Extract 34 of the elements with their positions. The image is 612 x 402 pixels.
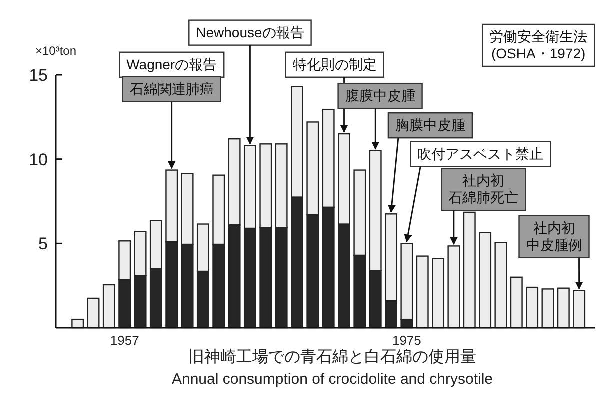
- bar: [479, 232, 492, 329]
- y-tick-label: 5: [38, 234, 48, 254]
- bar: [542, 288, 554, 329]
- annotation: 石綿関連肺癌: [130, 80, 214, 97]
- annotation: 胸膜中皮腫: [395, 117, 466, 134]
- annotation: 特化則の制定: [292, 56, 377, 72]
- annotation: 労働安全衛生法(OSHA・1972): [482, 24, 596, 68]
- annotation: 社内初中皮腫例: [518, 215, 590, 290]
- x-tick-label: 1975: [392, 333, 422, 348]
- bar: [463, 212, 476, 329]
- bar: [494, 242, 508, 329]
- y-tick-label: 10: [29, 150, 48, 170]
- bar: [526, 286, 539, 329]
- annotation: Newhouseの報告: [196, 24, 304, 40]
- bar: [573, 290, 586, 329]
- y-axis-title: ×10³ton: [35, 44, 77, 58]
- bar: [87, 298, 100, 329]
- annotation: 旧神崎工場での青石綿と白石綿の使用量: [188, 349, 476, 366]
- annotation: 社内初中皮腫例: [526, 220, 582, 253]
- bar: [102, 284, 116, 329]
- bar: [432, 258, 445, 329]
- annotation: 腹膜中皮腫: [345, 88, 416, 104]
- y-tick-label: 15: [29, 66, 48, 85]
- annotation: 社内初石綿肺死亡: [448, 172, 519, 206]
- bar: [557, 288, 570, 329]
- annotation: 社内初石綿肺死亡: [441, 168, 526, 246]
- bar: [416, 256, 429, 329]
- bar: [510, 276, 523, 329]
- annotation: 石綿関連肺癌: [122, 76, 222, 170]
- annotation: Wagnerの報告: [119, 52, 225, 78]
- bar: [448, 246, 460, 329]
- annotation: 吹付アスベスト禁止: [418, 146, 544, 162]
- annotation: Annual consumption of crocidolite and chrysotile: [172, 371, 493, 388]
- x-tick-label: 1957: [110, 333, 140, 348]
